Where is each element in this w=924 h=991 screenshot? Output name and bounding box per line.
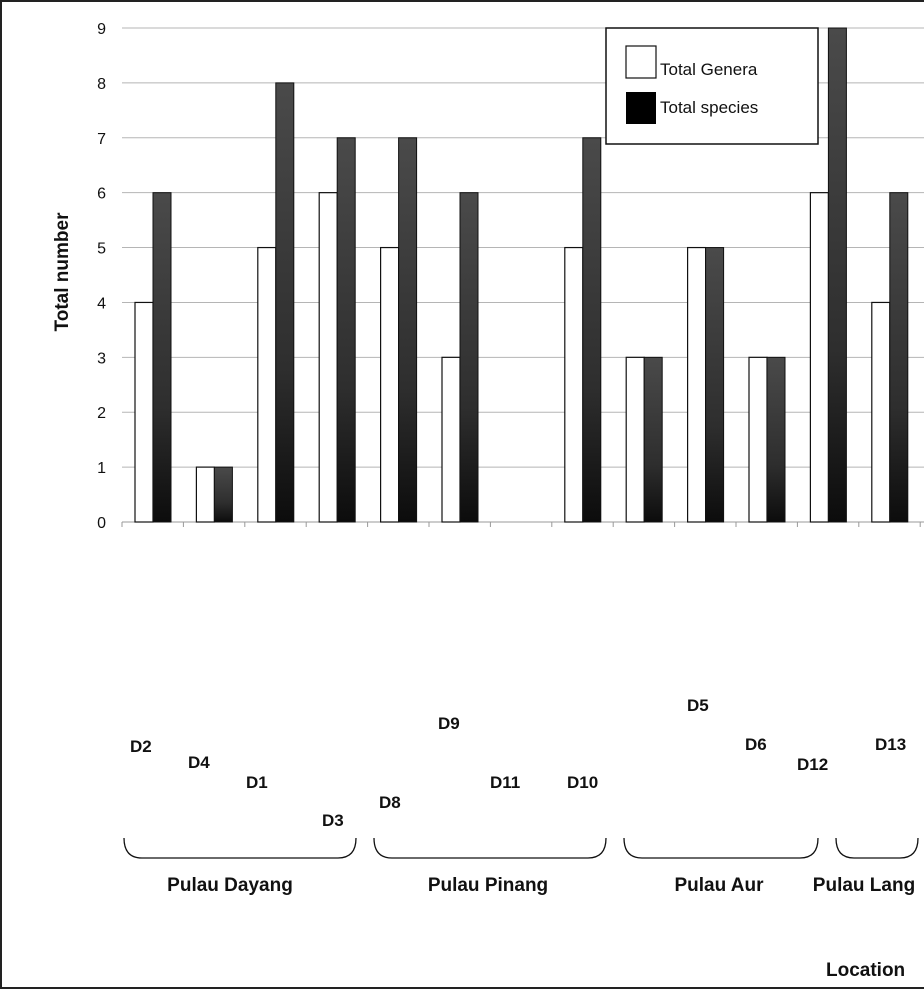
y-tick-label: 7 [97, 131, 106, 148]
group-label: Pulau Lang [813, 875, 915, 896]
category-label: D1 [246, 773, 268, 792]
category-label: D2 [130, 737, 152, 756]
group-brace [123, 837, 357, 859]
category-label: D9 [438, 714, 460, 733]
category-label: D10 [567, 773, 598, 792]
x-axis-title: Location [826, 960, 905, 981]
bar-total-species [643, 356, 663, 523]
y-tick-label: 5 [97, 241, 106, 258]
axes [121, 521, 924, 527]
category-label: D13 [875, 735, 906, 754]
y-tick-label: 3 [97, 350, 106, 367]
category-label: D4 [188, 753, 210, 772]
group-label: Pulau Pinang [428, 875, 548, 896]
bar-total-species [336, 137, 356, 523]
group-brace [835, 837, 919, 859]
y-tick-label: 1 [97, 460, 106, 477]
gridlines [122, 27, 924, 468]
group-brace [623, 837, 819, 859]
category-labels: D2 D4 D1 D3 D8 D9 D11 D10 D5 D6 D12 D13 [130, 696, 906, 830]
bar-total-genera [257, 246, 277, 523]
category-label: D5 [687, 696, 709, 715]
legend-swatch-genera [625, 45, 657, 79]
bar-total-genera [686, 246, 707, 523]
legend-label-genera: Total Genera [660, 60, 758, 79]
y-tick-labels: 0 1 2 3 4 5 6 7 8 9 [97, 21, 106, 532]
location-groups: Pulau Dayang Pulau Pinang Pulau Aur Pulau L… [123, 837, 919, 896]
legend-swatch-species [626, 92, 656, 124]
bar-total-species [889, 192, 909, 523]
category-label: D8 [379, 793, 401, 812]
legend-label-species: Total species [660, 98, 758, 117]
group-label: Pulau Dayang [167, 875, 293, 896]
y-tick-label: 8 [97, 76, 106, 93]
bar-total-genera [195, 466, 215, 523]
y-axis-title: Total number [52, 212, 73, 332]
bar-total-species [582, 137, 602, 523]
bar-total-species [766, 356, 786, 523]
y-tick-label: 4 [97, 295, 106, 312]
category-label: D3 [322, 811, 344, 830]
bar-total-genera [564, 246, 584, 523]
bar-total-species [213, 466, 233, 523]
bar-total-species [398, 137, 418, 523]
bar-total-species [275, 82, 295, 523]
bar-total-genera [441, 356, 461, 523]
bar-total-genera [318, 192, 338, 523]
bar-total-genera [625, 356, 645, 523]
legend: Total Genera Total species [605, 27, 819, 145]
bars [134, 27, 909, 523]
bar-total-species [827, 27, 847, 523]
category-label: D12 [797, 755, 828, 774]
category-label: D11 [490, 773, 520, 792]
y-tick-label: 2 [97, 405, 106, 422]
bar-total-genera [380, 246, 400, 523]
group-label: Pulau Aur [674, 875, 764, 896]
y-tick-label: 9 [97, 21, 106, 38]
category-label: D6 [745, 735, 767, 754]
bar-total-genera [748, 356, 768, 523]
bar-total-genera [809, 192, 830, 523]
bar-total-species [459, 192, 479, 523]
bar-total-genera [134, 301, 154, 523]
bar-total-species [705, 247, 725, 523]
y-tick-label: 6 [97, 186, 106, 203]
y-tick-label: 0 [97, 515, 106, 532]
group-brace [373, 837, 607, 859]
bar-total-genera [871, 301, 891, 523]
bar-total-species [152, 192, 172, 523]
